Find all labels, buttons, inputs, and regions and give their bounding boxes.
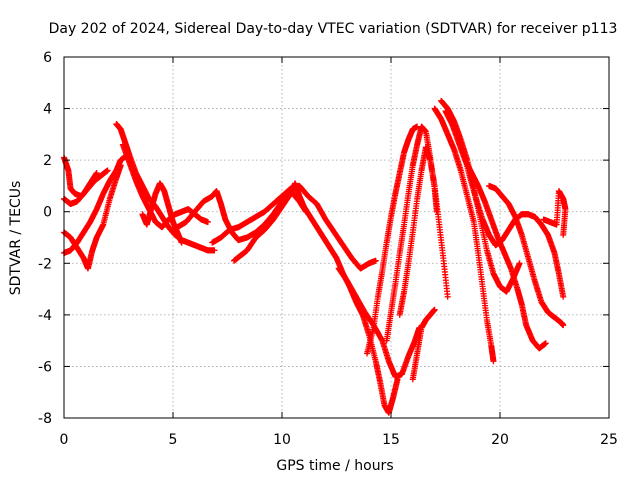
y-tick-label: 2 — [43, 153, 52, 169]
data-point — [104, 167, 111, 174]
x-axis-label: GPS time / hours — [276, 458, 393, 474]
series-arc-7 — [139, 180, 185, 246]
data-point — [204, 219, 211, 226]
series-arc-10 — [231, 180, 307, 264]
y-tick-label: 0 — [43, 205, 52, 221]
x-tick-labels: 0 5 10 15 20 25 — [60, 432, 618, 448]
series-arc-9 — [209, 182, 379, 272]
y-tick-labels: -8 -6 -4 -2 0 2 4 6 — [38, 50, 52, 427]
x-tick-label: 20 — [491, 432, 509, 448]
series-arc-15 — [396, 144, 451, 318]
data-point — [178, 239, 185, 246]
data-point — [490, 358, 497, 365]
x-tick-label: 5 — [169, 432, 178, 448]
data-markers — [61, 97, 569, 416]
series-arc-1 — [61, 162, 124, 272]
y-tick-label: -6 — [38, 359, 52, 375]
data-point — [93, 170, 100, 177]
data-point — [431, 306, 438, 313]
y-tick-label: -2 — [38, 256, 52, 272]
series-arc-17 — [431, 105, 497, 365]
data-point — [372, 257, 379, 264]
data-point — [444, 293, 451, 300]
chart-title: Day 202 of 2024, Sidereal Day-to-day VTE… — [49, 21, 618, 37]
series-arc-2 — [61, 151, 131, 256]
data-point — [516, 260, 523, 267]
y-tick-label: 4 — [43, 102, 52, 118]
y-tick-label: -8 — [38, 411, 52, 427]
y-tick-label: 6 — [43, 50, 52, 66]
data-point — [211, 247, 218, 254]
series-arc-6 — [119, 141, 211, 231]
y-axis-label: SDTVAR / TECUs — [8, 181, 24, 296]
series-arc-16 — [409, 306, 438, 383]
x-tick-label: 0 — [60, 432, 69, 448]
series-arc-13 — [364, 123, 421, 357]
y-tick-label: -4 — [38, 308, 52, 324]
x-tick-label: 15 — [382, 432, 400, 448]
x-tick-label: 10 — [273, 432, 291, 448]
series-arc-19 — [442, 108, 549, 352]
data-point — [542, 340, 549, 347]
x-tick-label: 25 — [600, 432, 618, 448]
